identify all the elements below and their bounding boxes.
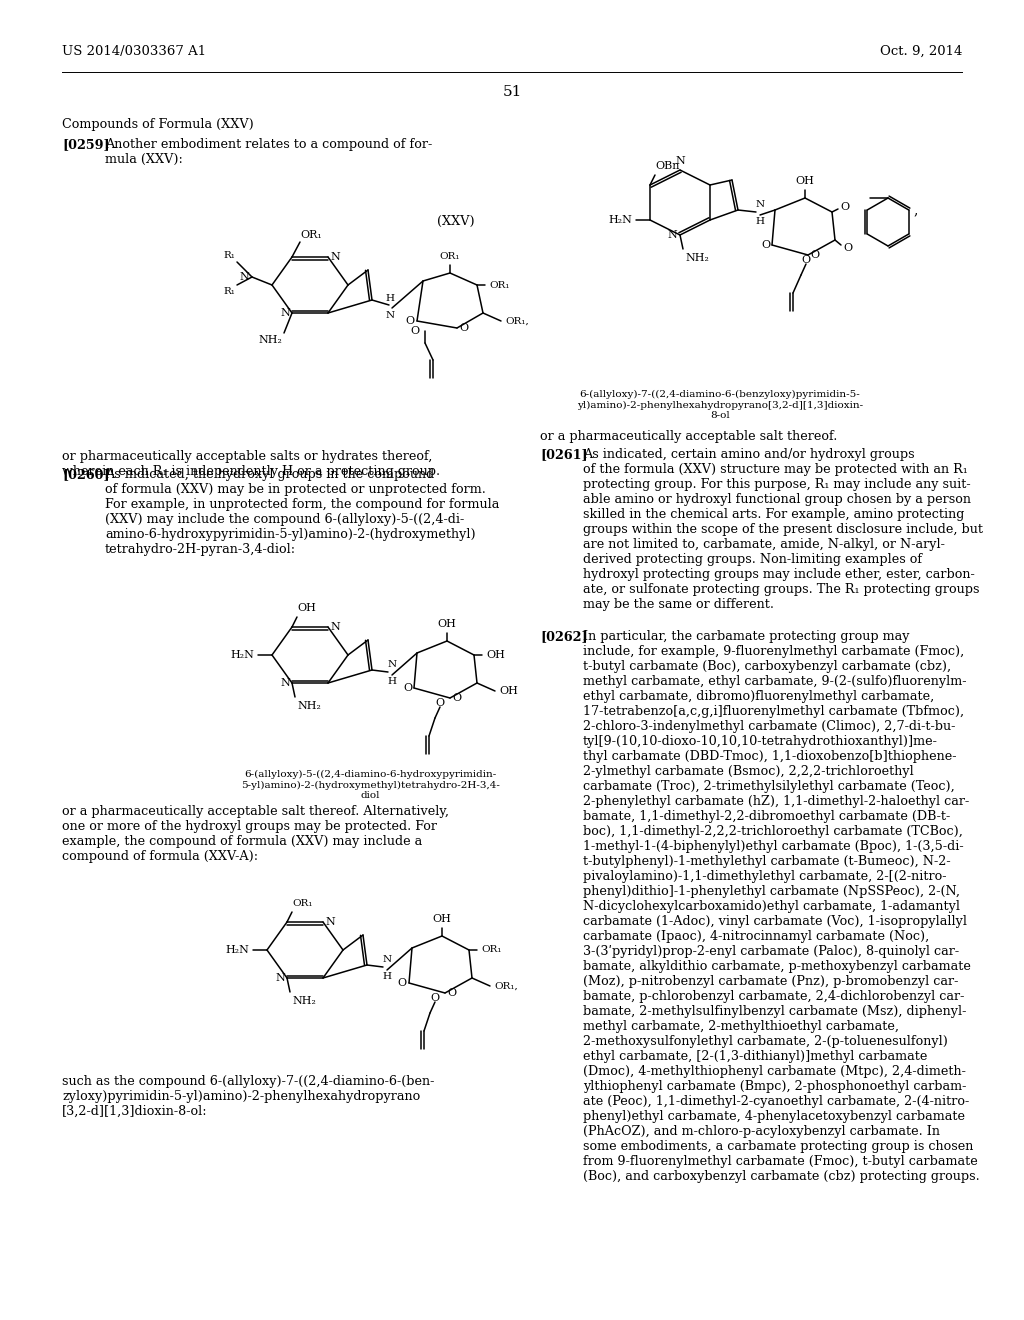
Text: O: O — [810, 249, 819, 260]
Text: As indicated, the hydroxyl groups in the compound
of formula (XXV) may be in pro: As indicated, the hydroxyl groups in the… — [105, 469, 500, 556]
Text: N: N — [330, 622, 340, 632]
Text: N: N — [756, 201, 765, 209]
Text: O: O — [452, 693, 461, 704]
Text: such as the compound 6-(allyloxy)-7-((2,4-diamino-6-(ben-
zyloxy)pyrimidin-5-yl): such as the compound 6-(allyloxy)-7-((2,… — [62, 1074, 434, 1118]
Text: O: O — [435, 698, 444, 708]
Text: H₂N: H₂N — [608, 215, 632, 224]
Text: In particular, the carbamate protecting group may
include, for example, 9-fluore: In particular, the carbamate protecting … — [583, 630, 980, 1183]
Text: [0259]: [0259] — [62, 139, 110, 150]
Text: R₁: R₁ — [223, 286, 234, 296]
Text: OR₁: OR₁ — [489, 281, 510, 289]
Text: NH₂: NH₂ — [297, 701, 321, 711]
Text: N: N — [281, 678, 290, 688]
Text: N: N — [330, 252, 340, 261]
Text: H: H — [383, 972, 391, 981]
Text: N: N — [385, 312, 394, 319]
Text: OR₁: OR₁ — [292, 899, 312, 908]
Text: H: H — [756, 216, 765, 226]
Text: OH: OH — [297, 603, 315, 612]
Text: NH₂: NH₂ — [685, 253, 709, 263]
Text: N: N — [240, 272, 249, 282]
Text: O: O — [843, 243, 852, 253]
Text: (XXV): (XXV) — [437, 215, 475, 228]
Text: OR₁,: OR₁, — [505, 317, 528, 326]
Text: O: O — [761, 240, 770, 249]
Text: O: O — [406, 315, 415, 326]
Text: N: N — [387, 660, 396, 669]
Text: Another embodiment relates to a compound of for-
mula (XXV):: Another embodiment relates to a compound… — [105, 139, 432, 166]
Text: H: H — [387, 677, 396, 686]
Text: Oct. 9, 2014: Oct. 9, 2014 — [880, 45, 962, 58]
Text: O: O — [459, 323, 468, 333]
Text: OH: OH — [796, 176, 814, 186]
Text: OH: OH — [437, 619, 457, 630]
Text: 6-(allyloxy)-7-((2,4-diamino-6-(benzyloxy)pyrimidin-5-
yl)amino)-2-phenylhexahyd: 6-(allyloxy)-7-((2,4-diamino-6-(benzylox… — [577, 389, 863, 420]
Text: 6-(allyloxy)-5-((2,4-diamino-6-hydroxypyrimidin-
5-yl)amino)-2-(hydroxymethyl)te: 6-(allyloxy)-5-((2,4-diamino-6-hydroxypy… — [241, 770, 500, 800]
Text: O: O — [430, 993, 439, 1003]
Text: N: N — [675, 156, 685, 166]
Text: N: N — [668, 230, 677, 240]
Text: OR₁: OR₁ — [481, 945, 502, 954]
Text: O: O — [411, 326, 420, 337]
Text: or a pharmaceutically acceptable salt thereof.: or a pharmaceutically acceptable salt th… — [540, 430, 838, 444]
Text: N: N — [382, 954, 391, 964]
Text: [0261]: [0261] — [540, 447, 588, 461]
Text: H₂N: H₂N — [225, 945, 249, 954]
Text: 51: 51 — [503, 84, 521, 99]
Text: OR₁: OR₁ — [439, 252, 460, 261]
Text: or a pharmaceutically acceptable salt thereof. Alternatively,
one or more of the: or a pharmaceutically acceptable salt th… — [62, 805, 449, 863]
Text: [0262]: [0262] — [540, 630, 588, 643]
Text: H₂N: H₂N — [230, 649, 254, 660]
Text: NH₂: NH₂ — [292, 997, 315, 1006]
Text: N: N — [275, 973, 285, 983]
Text: O: O — [802, 255, 811, 265]
Text: As indicated, certain amino and/or hydroxyl groups
of the formula (XXV) structur: As indicated, certain amino and/or hydro… — [583, 447, 983, 611]
Text: US 2014/0303367 A1: US 2014/0303367 A1 — [62, 45, 206, 58]
Text: O: O — [447, 987, 456, 998]
Text: OBn: OBn — [655, 161, 680, 172]
Text: O: O — [398, 978, 407, 987]
Text: ,: , — [913, 203, 919, 216]
Text: O: O — [402, 682, 412, 693]
Text: OH: OH — [486, 649, 505, 660]
Text: Compounds of Formula (XXV): Compounds of Formula (XXV) — [62, 117, 254, 131]
Text: OR₁,: OR₁, — [494, 982, 518, 990]
Text: OR₁: OR₁ — [300, 230, 322, 240]
Text: R₁: R₁ — [223, 251, 234, 260]
Text: H: H — [385, 294, 394, 304]
Text: [0260]: [0260] — [62, 469, 110, 480]
Text: O: O — [840, 202, 849, 213]
Text: N: N — [325, 917, 335, 927]
Text: N: N — [281, 308, 290, 318]
Text: OH: OH — [432, 913, 452, 924]
Text: OH: OH — [499, 686, 518, 696]
Text: NH₂: NH₂ — [258, 335, 282, 345]
Text: or pharmaceutically acceptable salts or hydrates thereof,
wherein each R₁ is ind: or pharmaceutically acceptable salts or … — [62, 450, 440, 478]
